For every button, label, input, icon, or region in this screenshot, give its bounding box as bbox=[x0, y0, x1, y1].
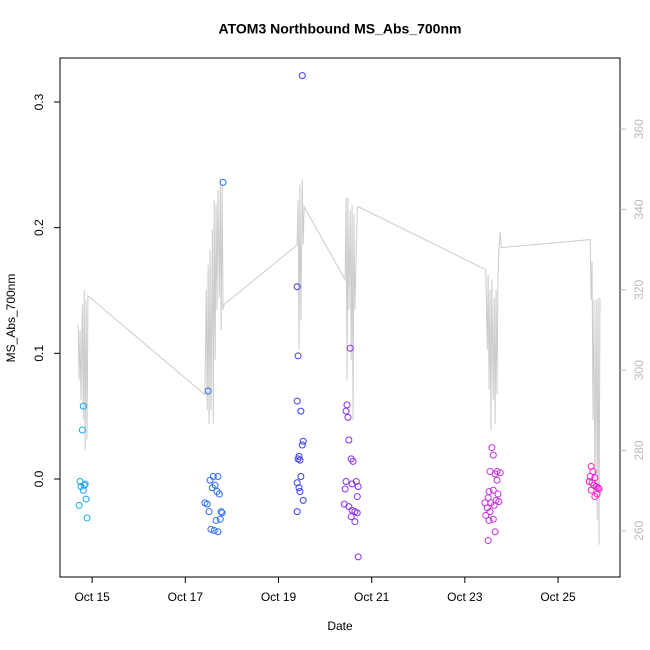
point bbox=[495, 498, 503, 506]
point bbox=[215, 490, 223, 498]
point bbox=[298, 441, 306, 449]
point bbox=[341, 485, 349, 493]
y-tick-label: 0.2 bbox=[32, 219, 46, 236]
point bbox=[489, 515, 497, 523]
point bbox=[294, 455, 302, 463]
point bbox=[347, 513, 355, 521]
y2-tick-label: 280 bbox=[632, 440, 646, 460]
point bbox=[217, 508, 225, 516]
point bbox=[496, 469, 504, 477]
y2-tick-label: 340 bbox=[632, 199, 646, 219]
point bbox=[207, 525, 215, 533]
point bbox=[293, 397, 301, 405]
point bbox=[211, 481, 219, 489]
point bbox=[591, 493, 599, 501]
point bbox=[299, 496, 307, 504]
point bbox=[295, 484, 303, 492]
point bbox=[342, 407, 350, 415]
x-tick-label: Oct 17 bbox=[168, 590, 204, 604]
point bbox=[219, 178, 227, 186]
y2-tick-label: 260 bbox=[632, 520, 646, 540]
point bbox=[205, 508, 213, 516]
point bbox=[348, 480, 356, 488]
point bbox=[212, 516, 220, 524]
point bbox=[490, 501, 498, 509]
y-axis-label: MS_Abs_700nm bbox=[4, 274, 18, 363]
x-axis-label: Date bbox=[327, 619, 353, 633]
x-tick-label: Oct 25 bbox=[540, 590, 576, 604]
point bbox=[78, 426, 86, 434]
point bbox=[204, 387, 212, 395]
point bbox=[83, 514, 91, 522]
point bbox=[75, 501, 83, 509]
point bbox=[488, 444, 496, 452]
point bbox=[354, 483, 362, 491]
point bbox=[491, 528, 499, 536]
point bbox=[296, 456, 304, 464]
point bbox=[299, 437, 307, 445]
x-tick-label: Oct 21 bbox=[354, 590, 390, 604]
point bbox=[79, 402, 87, 410]
point bbox=[586, 472, 594, 480]
point bbox=[298, 72, 306, 80]
point bbox=[484, 537, 492, 545]
point bbox=[209, 472, 217, 480]
x-tick-label: Oct 19 bbox=[261, 590, 297, 604]
point bbox=[216, 515, 224, 523]
point bbox=[203, 500, 211, 508]
point bbox=[489, 451, 497, 459]
chart-title: ATOM3 Northbound MS_Abs_700nm bbox=[219, 21, 462, 37]
point bbox=[342, 477, 350, 485]
point bbox=[214, 528, 222, 536]
point bbox=[482, 511, 490, 519]
point bbox=[294, 352, 302, 360]
point bbox=[344, 413, 352, 421]
point bbox=[82, 495, 90, 503]
point bbox=[351, 518, 359, 526]
point bbox=[353, 509, 361, 517]
point bbox=[81, 480, 89, 488]
point bbox=[345, 436, 353, 444]
point bbox=[297, 407, 305, 415]
point bbox=[293, 283, 301, 291]
line bbox=[77, 177, 601, 545]
point bbox=[296, 488, 304, 496]
y2-tick-label: 300 bbox=[632, 360, 646, 380]
point bbox=[491, 470, 499, 478]
point bbox=[346, 344, 354, 352]
y-tick-label: 0.0 bbox=[32, 470, 46, 487]
point bbox=[349, 457, 357, 465]
point bbox=[587, 486, 595, 494]
point bbox=[485, 516, 493, 524]
point bbox=[595, 485, 603, 493]
y-tick-label: 0.3 bbox=[32, 93, 46, 110]
point bbox=[494, 490, 502, 498]
x-tick-label: Oct 23 bbox=[447, 590, 483, 604]
point bbox=[493, 476, 501, 484]
point bbox=[297, 472, 305, 480]
x-tick-label: Oct 15 bbox=[74, 590, 110, 604]
point bbox=[486, 508, 494, 516]
y-tick-label: 0.1 bbox=[32, 345, 46, 362]
point bbox=[489, 486, 497, 494]
point bbox=[79, 486, 87, 494]
point bbox=[354, 553, 362, 561]
y2-tick-label: 320 bbox=[632, 279, 646, 299]
point bbox=[293, 508, 301, 516]
point bbox=[353, 493, 361, 501]
point bbox=[80, 481, 88, 489]
point bbox=[210, 527, 218, 535]
plot-frame bbox=[59, 57, 621, 578]
y2-tick-label: 360 bbox=[632, 119, 646, 139]
point bbox=[214, 472, 222, 480]
point bbox=[218, 509, 226, 517]
